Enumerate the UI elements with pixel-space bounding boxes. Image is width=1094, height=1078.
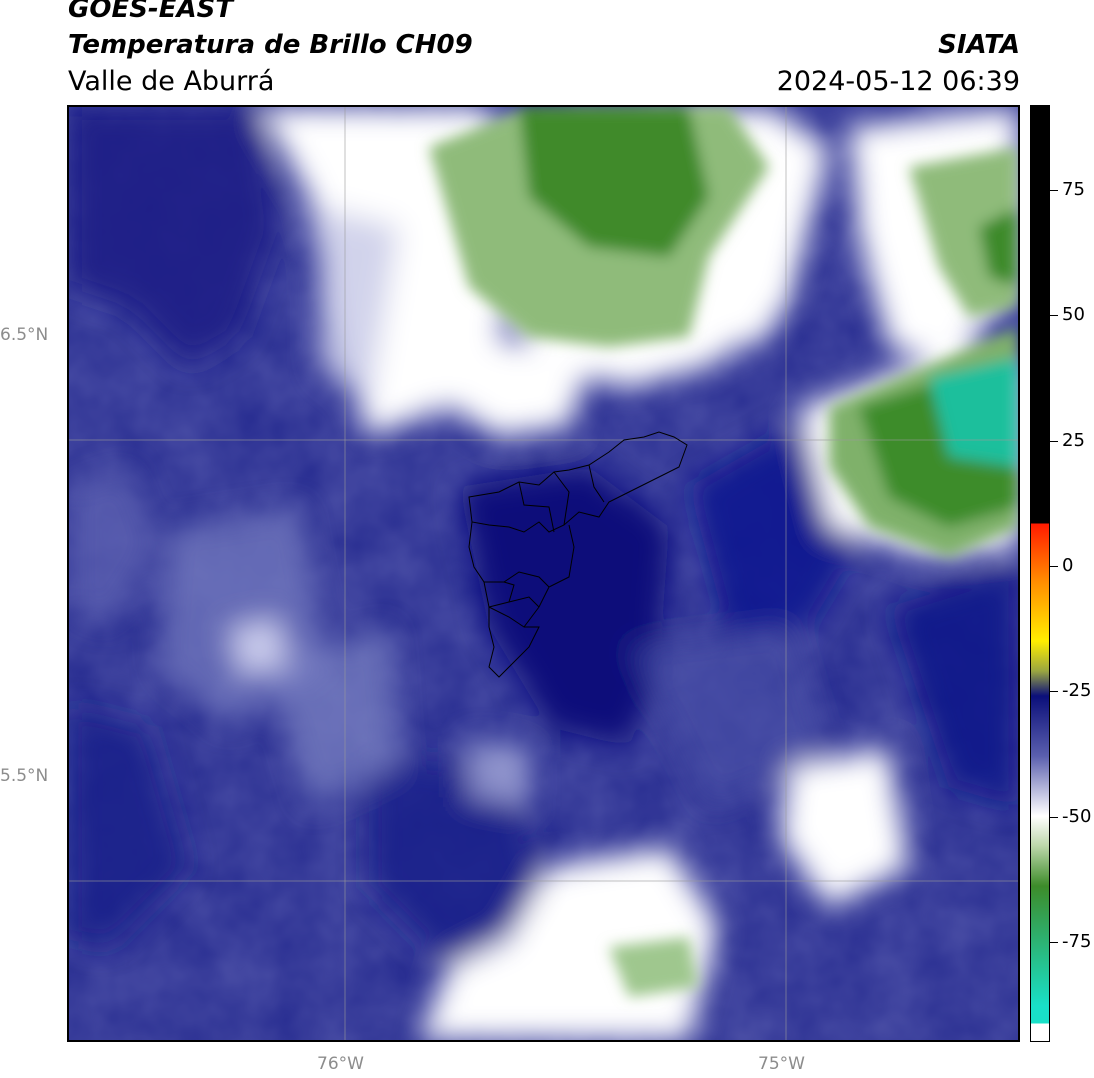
lon-label-76w: 76°W	[317, 1054, 364, 1074]
colorbar-tick	[1050, 441, 1058, 442]
brightness-temperature-map	[69, 107, 1018, 1040]
map-panel	[67, 105, 1020, 1042]
colorbar-tick	[1050, 315, 1058, 316]
colorbar-tick-label: -75	[1062, 931, 1092, 952]
colorbar-tick	[1050, 817, 1058, 818]
title-product: Temperatura de Brillo CH09	[68, 30, 473, 60]
title-satellite: GOES-EAST	[68, 0, 234, 24]
colorbar-tick	[1050, 190, 1058, 191]
colorbar-tick-label: -50	[1062, 806, 1092, 827]
colorbar-tick-label: 50	[1062, 304, 1085, 325]
municipal-boundaries	[468, 431, 688, 678]
colorbar-tick-label: -25	[1062, 680, 1092, 701]
organization-label: SIATA	[938, 30, 1020, 60]
colorbar-tick	[1050, 566, 1058, 567]
lat-label-5-5n: 5.5°N	[0, 766, 49, 786]
warm-surface-areas	[429, 107, 1018, 997]
colorbar-tick-label: 75	[1062, 179, 1085, 200]
colorbar-tick	[1050, 691, 1058, 692]
colorbar	[1030, 105, 1050, 1042]
title-region: Valle de Aburrá	[68, 66, 275, 97]
lon-label-75w: 75°W	[758, 1054, 805, 1074]
colorbar-tick-label: 25	[1062, 430, 1085, 451]
colorbar-tick	[1050, 942, 1058, 943]
colorbar-tick-label: 0	[1062, 555, 1074, 576]
lat-label-6-5n: 6.5°N	[0, 325, 49, 345]
timestamp-label: 2024-05-12 06:39	[776, 66, 1020, 97]
